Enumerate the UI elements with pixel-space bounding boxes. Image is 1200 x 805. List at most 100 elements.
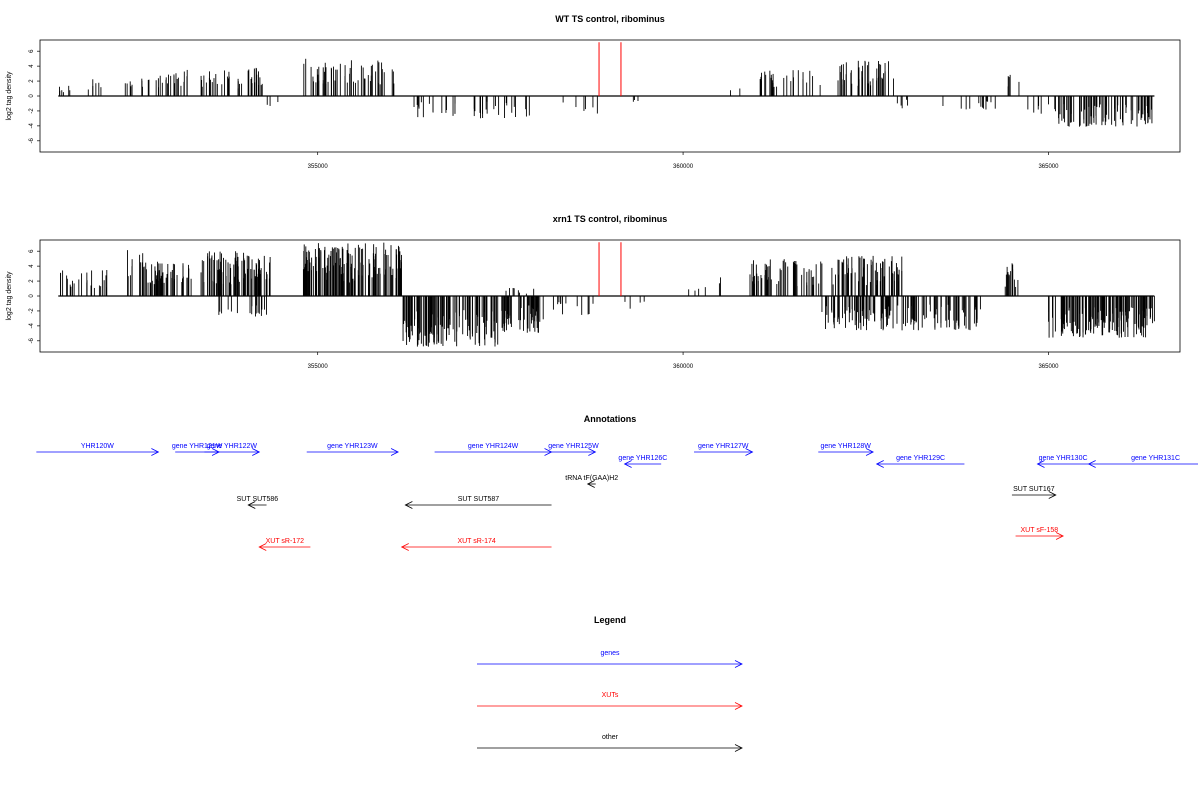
wt-x-tick-label: 360000	[673, 164, 694, 170]
wt-y-tick-label: -4	[29, 123, 35, 129]
annotation-arrow-head	[1036, 460, 1045, 468]
legend-arrow-head	[734, 660, 743, 668]
annotation-label: gene YHR123W	[327, 443, 378, 450]
annotation-arrow	[1015, 532, 1064, 540]
annotation-arrow	[586, 480, 596, 488]
xrn1-y-tick-label: 0	[29, 294, 35, 298]
annotation-arrow	[694, 448, 754, 456]
annotation-arrow-head	[390, 448, 399, 456]
annotation-arrow	[306, 448, 399, 456]
wt-y-tick-label: 6	[29, 49, 35, 53]
annotation-label: XUT sF-158	[1021, 527, 1059, 534]
annotation-label: SUT SUT587	[458, 496, 500, 503]
legend-arrow	[477, 744, 743, 752]
xrn1-track-panel: xrn1 TS control, ribominus log2 tag dens…	[6, 214, 1181, 370]
xrn1-y-tick-label: -2	[29, 308, 35, 314]
xrn1-x-tick-label: 365000	[1038, 364, 1059, 370]
legend-label: genes	[600, 650, 620, 657]
wt-bars	[58, 58, 1155, 127]
annotation-label: tRNA tF(GAA)H2	[565, 475, 618, 482]
xrn1-x-tick-label: 355000	[308, 364, 329, 370]
annotation-label: SUT SUT167	[1013, 486, 1055, 493]
annotation-label: gene YHR130C	[1039, 455, 1088, 462]
annotation-arrow-head	[252, 448, 261, 456]
annotation-label: XUT sR-174	[457, 538, 495, 545]
annotation-arrow	[404, 501, 552, 509]
wt-x-tick-label: 365000	[1038, 164, 1059, 170]
annotation-arrow	[1011, 491, 1057, 499]
wt-y-tick-label: 4	[29, 64, 35, 68]
xrn1-y-tick-label: 2	[29, 279, 35, 283]
annotation-label: gene YHR128W	[820, 443, 871, 450]
legend-arrow	[477, 702, 743, 710]
annotation-arrow-head	[151, 448, 160, 456]
annotation-arrow-head	[1087, 460, 1096, 468]
annotation-arrow	[258, 543, 311, 551]
annotation-label: gene YHR126C	[618, 455, 667, 462]
xrn1-y-axis: -6 -4 -2 0 2 4 6	[29, 249, 40, 343]
xrn1-y-tick-label: -4	[29, 323, 35, 329]
annotation-label: gene YHR121W	[172, 443, 223, 450]
legend-panel: Legend genes XUTs other	[477, 615, 743, 752]
wt-y-tick-label: -2	[29, 108, 35, 114]
wt-x-axis: 355000 360000 365000	[308, 152, 1059, 170]
annotation-arrow	[400, 543, 552, 551]
annotation-arrow	[36, 448, 160, 456]
annotation-label: gene YHR129C	[896, 455, 945, 462]
annotation-label: gene YHR131C	[1131, 455, 1180, 462]
annotation-arrow	[551, 448, 597, 456]
annotation-arrow	[1036, 460, 1089, 468]
annotation-arrow-head	[258, 543, 267, 551]
legend-items: genes XUTs other	[477, 650, 743, 752]
wt-y-axis-label: log2 tag density	[6, 71, 13, 121]
annotation-arrow-head	[586, 480, 595, 488]
annotation-label: gene YHR125W	[548, 443, 599, 450]
wt-y-tick-label: 0	[29, 94, 35, 98]
annotation-label: SUT SUT586	[237, 496, 279, 503]
legend-label: XUTs	[602, 692, 619, 699]
wt-y-axis: -6 -4 -2 0 2 4 6	[29, 49, 40, 143]
annotation-arrow-head	[1048, 491, 1057, 499]
annotation-arrow-head	[247, 501, 256, 509]
annotation-arrow	[1087, 460, 1198, 468]
xrn1-marker-lines	[598, 242, 622, 296]
annotation-arrow	[247, 501, 267, 509]
annotation-arrow	[204, 448, 261, 456]
annotation-label: gene YHR122W	[207, 443, 258, 450]
legend-title: Legend	[594, 615, 626, 625]
annotation-arrow-head	[875, 460, 884, 468]
xrn1-y-tick-label: 6	[29, 249, 35, 253]
xrn1-y-tick-label: -6	[29, 337, 35, 343]
wt-marker-lines	[598, 42, 622, 96]
xrn1-y-tick-label: 4	[29, 264, 35, 268]
annotation-arrow	[818, 448, 874, 456]
xrn1-y-axis-label: log2 tag density	[6, 271, 13, 321]
annotations-title: Annotations	[584, 414, 637, 424]
annotation-arrow-head	[588, 448, 597, 456]
annotation-arrow	[875, 460, 965, 468]
wt-y-tick-label: 2	[29, 79, 35, 83]
annotation-arrow-head	[865, 448, 874, 456]
xrn1-x-tick-label: 360000	[673, 364, 694, 370]
wt-track-title: WT TS control, ribominus	[555, 14, 665, 24]
annotation-arrow-head	[400, 543, 409, 551]
legend-label: other	[602, 734, 619, 741]
wt-x-tick-label: 355000	[308, 164, 329, 170]
xrn1-bars	[58, 242, 1155, 347]
annotation-arrow	[623, 460, 662, 468]
legend-arrow-head	[734, 744, 743, 752]
wt-y-tick-label: -6	[29, 137, 35, 143]
wt-track-panel: WT TS control, ribominus log2 tag densit…	[6, 14, 1181, 170]
annotation-label: XUT sR-172	[266, 538, 304, 545]
xrn1-track-title: xrn1 TS control, ribominus	[553, 214, 668, 224]
annotation-arrow-head	[623, 460, 632, 468]
annotation-label: YHR120W	[81, 443, 114, 450]
legend-arrow-head	[734, 702, 743, 710]
annotation-label: gene YHR124W	[468, 443, 519, 450]
annotation-label: gene YHR127W	[698, 443, 749, 450]
annotation-arrow-head	[404, 501, 413, 509]
